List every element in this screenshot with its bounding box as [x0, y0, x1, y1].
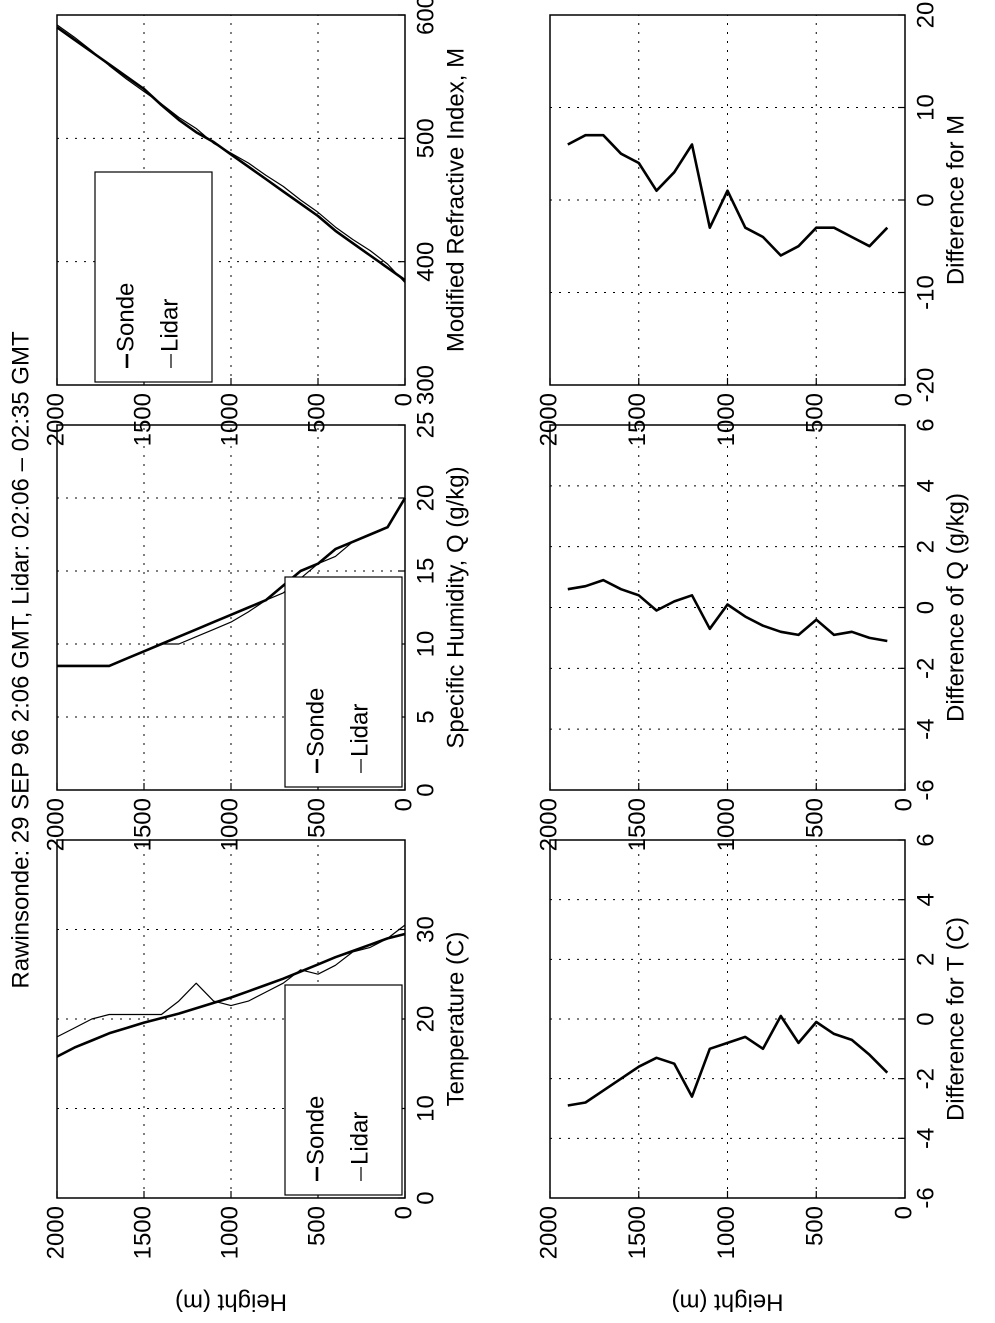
x-tick-label: -4 [912, 1128, 939, 1149]
x-tick-label: -6 [912, 779, 939, 800]
x-tick-label: 0 [412, 783, 439, 796]
data-line [56, 924, 406, 1038]
x-tick-label: 0 [412, 1191, 439, 1204]
y-tick-label: 0 [390, 1206, 417, 1219]
y-tick-label: 1500 [624, 393, 651, 446]
plot-frame [549, 14, 906, 386]
legend-label: Lidar [156, 299, 183, 352]
y-tick-label: 1000 [216, 393, 243, 446]
legend-label: Lidar [346, 1112, 373, 1165]
y-tick-label: 1500 [624, 798, 651, 851]
x-tick-label: 25 [412, 412, 439, 439]
x-axis-label: Difference for T (C) [942, 917, 969, 1121]
y-tick-label: 500 [303, 798, 330, 838]
x-axis-label: Temperature (C) [442, 932, 469, 1107]
x-tick-label: -6 [912, 1187, 939, 1208]
x-tick-label: 5 [412, 710, 439, 723]
x-tick-label: -20 [912, 368, 939, 403]
x-tick-label: 4 [912, 893, 939, 906]
y-tick-label: 1500 [129, 1206, 156, 1259]
x-tick-label: 10 [912, 94, 939, 121]
figure-title: Rawinsonde: 29 SEP 96 2:06 GMT, Lidar: 0… [7, 331, 34, 989]
x-tick-label: 6 [912, 833, 939, 846]
y-tick-label: 1500 [624, 1206, 651, 1259]
data-line [567, 133, 889, 257]
legend-label: Sonde [302, 688, 329, 757]
legend-box [94, 171, 213, 383]
x-tick-label: 2 [912, 540, 939, 553]
y-tick-label: 0 [390, 798, 417, 811]
data-line [567, 1014, 889, 1107]
y-tick-label: 2000 [42, 393, 69, 446]
legend-label: Sonde [112, 283, 139, 352]
y-tick-label: 2000 [42, 798, 69, 851]
y-tick-label: 500 [802, 798, 829, 838]
y-tick-label: 500 [802, 1206, 829, 1246]
x-tick-label: 300 [412, 365, 439, 405]
data-line [56, 24, 406, 284]
x-tick-label: 20 [912, 2, 939, 29]
x-tick-label: 400 [412, 242, 439, 282]
y-tick-label: 1000 [713, 798, 740, 851]
y-tick-label: 2000 [535, 1206, 562, 1259]
y-tick-label: 500 [303, 1206, 330, 1246]
plot-frame [549, 839, 906, 1199]
y-axis-label: Height (m) [671, 1289, 783, 1316]
plot-frame [56, 424, 406, 791]
x-tick-label: 20 [412, 485, 439, 512]
legend-box [284, 984, 403, 1196]
y-tick-label: 2000 [42, 1206, 69, 1259]
rotated-frame: Rawinsonde: 29 SEP 96 2:06 GMT, Lidar: 0… [7, 0, 969, 1316]
x-tick-label: 10 [412, 631, 439, 658]
y-tick-label: 1000 [713, 1206, 740, 1259]
data-line [57, 526, 388, 667]
x-tick-label: 30 [412, 916, 439, 943]
x-tick-label: 0 [912, 193, 939, 206]
y-tick-label: 0 [390, 393, 417, 406]
x-tick-label: 4 [912, 479, 939, 492]
x-tick-label: 2 [912, 953, 939, 966]
y-axis-label: Height (m) [175, 1289, 287, 1316]
x-axis-label: Difference of Q (g/kg) [942, 493, 969, 722]
x-tick-label: 0 [912, 1012, 939, 1025]
data-line [56, 26, 406, 282]
y-tick-label: 1000 [713, 393, 740, 446]
x-tick-label: -2 [912, 1068, 939, 1089]
x-tick-label: 20 [412, 1006, 439, 1033]
plot-frame [56, 14, 406, 386]
x-tick-label: 15 [412, 558, 439, 585]
plot-frame [56, 839, 406, 1199]
y-tick-label: 500 [303, 393, 330, 433]
data-line [567, 578, 888, 643]
legend-box [284, 576, 403, 788]
y-tick-label: 2000 [535, 393, 562, 446]
x-tick-label: 500 [412, 118, 439, 158]
x-axis-label: Difference for M [942, 115, 969, 285]
y-tick-label: 0 [890, 1206, 917, 1219]
legend-label: Lidar [346, 704, 373, 757]
y-tick-label: 1500 [129, 798, 156, 851]
x-tick-label: 10 [412, 1095, 439, 1122]
x-tick-label: -10 [912, 275, 939, 310]
x-tick-label: 6 [912, 418, 939, 431]
y-tick-label: 0 [890, 393, 917, 406]
y-tick-label: 500 [802, 393, 829, 433]
x-axis-label: Specific Humidity, Q (g/kg) [442, 466, 469, 748]
x-tick-label: -2 [912, 658, 939, 679]
y-tick-label: 0 [890, 798, 917, 811]
data-line [56, 932, 406, 1058]
y-tick-label: 1000 [216, 1206, 243, 1259]
x-tick-label: 600 [412, 0, 439, 35]
x-tick-label: 0 [912, 601, 939, 614]
y-tick-label: 1500 [129, 393, 156, 446]
legend-label: Sonde [302, 1096, 329, 1165]
y-tick-label: 2000 [535, 798, 562, 851]
x-tick-label: -4 [912, 718, 939, 739]
y-tick-label: 1000 [216, 798, 243, 851]
x-axis-label: Modified Refractive Index, M [442, 48, 469, 352]
plot-frame [549, 424, 906, 791]
